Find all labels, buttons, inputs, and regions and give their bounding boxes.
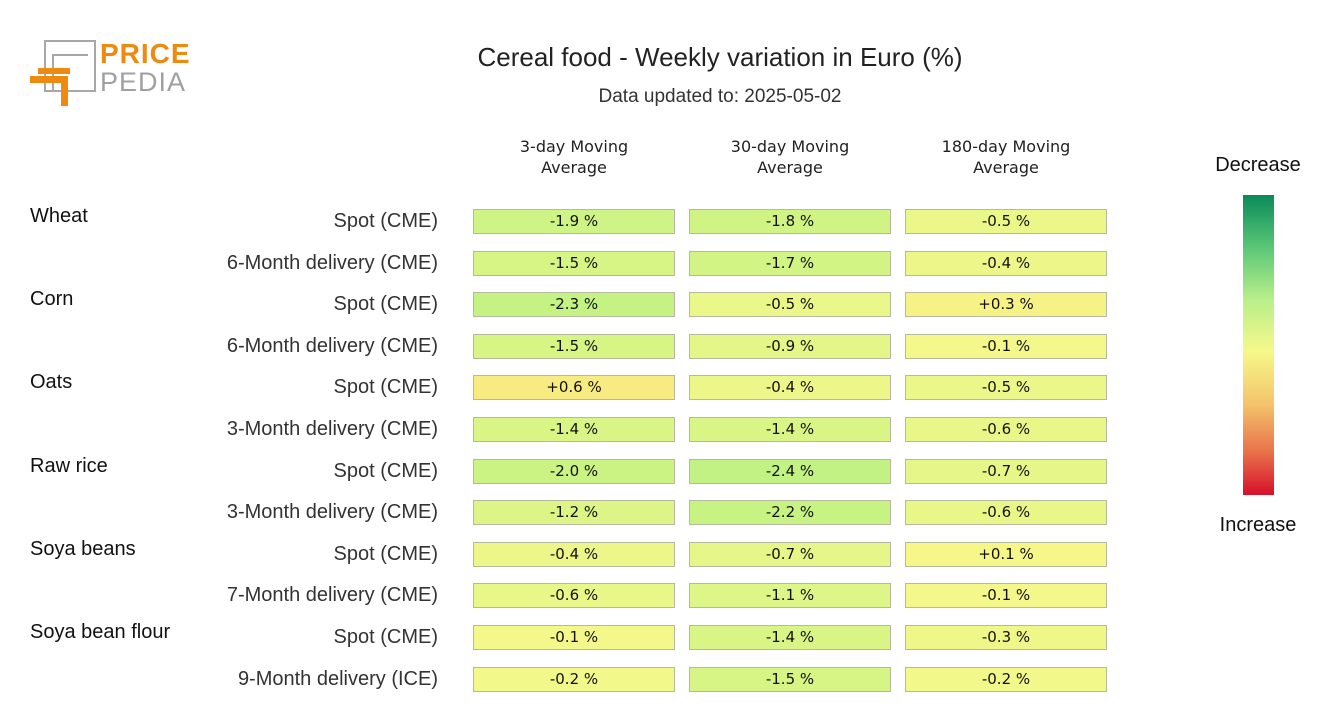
heatmap-cell: -2.0 %	[473, 458, 675, 484]
logo-text-price: PRICE	[100, 38, 191, 69]
heatmap-cell: -0.2 %	[905, 666, 1107, 692]
heatmap-cell: -0.7 %	[905, 458, 1107, 484]
logo-orange-corner	[30, 76, 68, 106]
heatmap-cell: -1.2 %	[473, 500, 675, 526]
heatmap-cell: -2.3 %	[473, 292, 675, 318]
heatmap-cell: -0.5 %	[905, 209, 1107, 234]
heatmap-cell: -2.2 %	[689, 500, 891, 526]
row-label: Spot (CME)	[333, 626, 438, 648]
heatmap-cell: -1.7 %	[689, 250, 891, 276]
group-label: Oats	[30, 371, 73, 394]
column-header-2: 30-day Moving Average	[689, 136, 891, 178]
heatmap-cell: -1.5 %	[473, 250, 675, 276]
group-label: Wheat	[30, 205, 88, 227]
logo-orange-bar	[38, 68, 70, 74]
row-label: 3-Month delivery (CME)	[226, 418, 438, 440]
chart-subtitle: Data updated to: 2025-05-02	[598, 86, 842, 107]
heatmap-cell: -0.5 %	[905, 375, 1107, 401]
heatmap-cell: -0.6 %	[905, 417, 1107, 442]
group-label: Corn	[30, 288, 74, 311]
heatmap-cell: -0.9 %	[689, 333, 891, 359]
row-label: 7-Month delivery (CME)	[226, 584, 438, 607]
column-header-1: 3-day Moving Average	[473, 136, 675, 178]
row-label: Spot (CME)	[333, 542, 438, 565]
column-header-3: 180-day Moving Average	[905, 136, 1107, 178]
heatmap-cell: -2.4 %	[689, 458, 891, 484]
heatmap-cell: -0.1 %	[905, 583, 1107, 609]
row-label: 3-Month delivery (CME)	[226, 501, 438, 524]
heatmap-cell: -0.7 %	[689, 541, 891, 567]
heatmap-cell: -1.5 %	[689, 666, 891, 692]
column-header-line: 3-day Moving	[519, 137, 629, 156]
column-header-line: Average	[541, 158, 607, 177]
row-label: Spot (CME)	[333, 376, 438, 399]
heatmap-cell: -0.2 %	[473, 666, 675, 692]
heatmap-cell: +0.6 %	[473, 375, 675, 401]
heatmap-cell: +0.3 %	[905, 292, 1107, 318]
heatmap-cell: -1.5 %	[473, 333, 675, 359]
column-header-line: 180-day Moving	[941, 137, 1071, 156]
row-label: 9-Month delivery (ICE)	[237, 667, 438, 690]
logo-square-outer	[44, 40, 96, 92]
row-label: Spot (CME)	[333, 293, 438, 316]
heatmap-cell: -0.1 %	[473, 625, 675, 650]
pricepedia-logo: PRICE PEDIA	[30, 38, 190, 110]
heatmap-cell: -0.1 %	[905, 333, 1107, 359]
heatmap-cell: -0.3 %	[905, 625, 1107, 650]
heatmap-cell: -0.4 %	[689, 375, 891, 401]
row-label: 6-Month delivery (CME)	[226, 251, 438, 274]
heatmap-cell: -0.6 %	[473, 583, 675, 609]
heatmap-cell: -0.6 %	[905, 500, 1107, 526]
legend-increase-label: Increase	[1219, 514, 1297, 536]
heatmap-cell: +0.1 %	[905, 541, 1107, 567]
row-label: Spot (CME)	[333, 210, 438, 232]
group-label: Soya bean flour	[30, 621, 171, 643]
row-label: 6-Month delivery (CME)	[226, 334, 438, 357]
heatmap-cell: -1.1 %	[689, 583, 891, 609]
group-label: Raw rice	[30, 454, 108, 477]
group-label: Soya beans	[30, 537, 136, 560]
heatmap-cell: -1.9 %	[473, 209, 675, 234]
heatmap-cell: -1.4 %	[689, 625, 891, 650]
logo-text-pedia: PEDIA	[100, 67, 187, 97]
heatmap-cell: -0.4 %	[905, 250, 1107, 276]
column-header-line: 30-day Moving	[730, 137, 850, 156]
heatmap-cell: -1.4 %	[689, 417, 891, 442]
column-header-line: Average	[757, 158, 823, 177]
heatmap-cell: -1.4 %	[473, 417, 675, 442]
heatmap-cell: -1.8 %	[689, 209, 891, 234]
heatmap-cell: -0.5 %	[689, 292, 891, 318]
row-label: Spot (CME)	[333, 459, 438, 482]
legend-decrease-label: Decrease	[1215, 154, 1301, 176]
heatmap-cell: -0.4 %	[473, 541, 675, 567]
legend-color-scale	[1243, 195, 1274, 495]
column-header-line: Average	[973, 158, 1039, 177]
chart-title: Cereal food - Weekly variation in Euro (…	[477, 42, 963, 72]
